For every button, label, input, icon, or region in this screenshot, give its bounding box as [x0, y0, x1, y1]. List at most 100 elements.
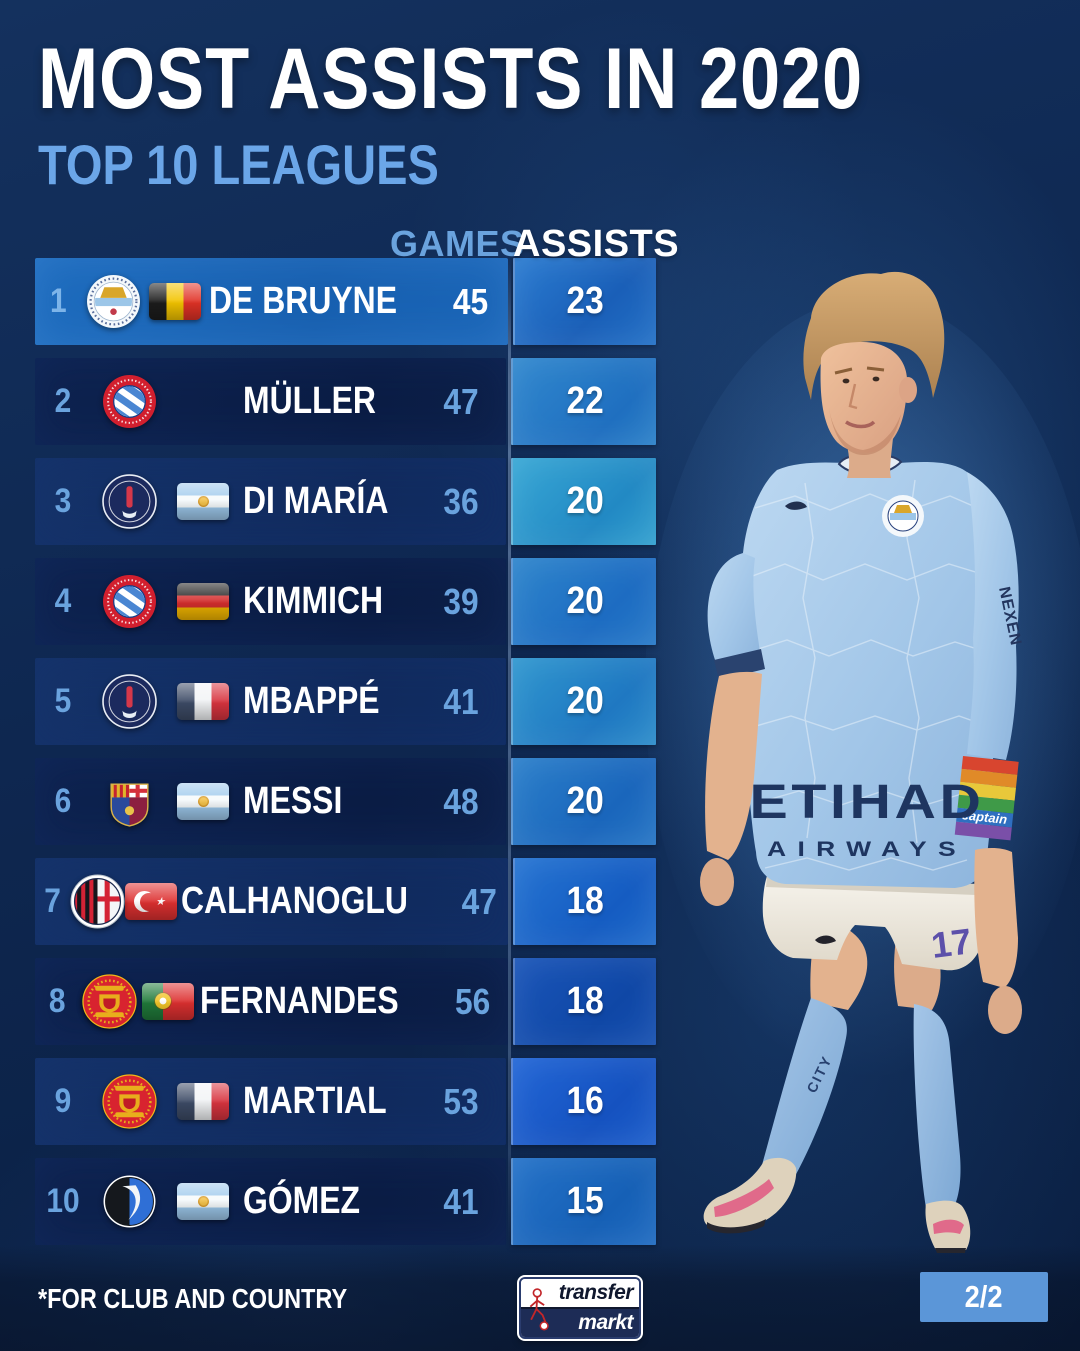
rank-number: 7 — [44, 882, 61, 920]
player-head — [803, 271, 945, 478]
assists-cell: 18 — [512, 958, 656, 1045]
table-row-main: 1 DE BRUYNE 45 — [35, 258, 508, 345]
france-flag-icon — [177, 683, 229, 720]
page-title: MOST ASSISTS IN 2020 — [38, 30, 1020, 129]
table-row: 7 CALHANOGLU 47 18 — [35, 858, 656, 945]
flag-wrap — [125, 883, 178, 920]
table-row: 10 GÓMEZ 41 15 — [35, 1158, 657, 1245]
shirt-sponsor-line1: ETIHAD — [750, 776, 985, 829]
rank-number: 3 — [54, 482, 72, 520]
games-value: 36 — [443, 480, 480, 522]
club-badge — [91, 774, 167, 829]
club-badge — [91, 674, 167, 729]
page-subtitle-text: TOP 10 LEAGUES — [38, 133, 439, 196]
assists-value: 20 — [566, 680, 604, 722]
table-row: 6 MESSI 48 20 — [35, 758, 657, 845]
man-city-shirt-badge-icon — [882, 495, 924, 537]
puma-logo-shorts-icon — [815, 935, 836, 944]
assists-value: 15 — [566, 1180, 604, 1222]
assists-cell: 20 — [511, 458, 657, 545]
rank-number: 1 — [50, 282, 67, 320]
puma-logo-chest-icon — [785, 501, 807, 510]
table-row-main: 3 DI MARÍA 36 — [35, 458, 507, 545]
player-name: FERNANDES — [200, 980, 399, 1022]
flag-wrap — [167, 1083, 239, 1120]
player-name: MBAPPÉ — [243, 680, 380, 722]
assists-value: 18 — [566, 880, 605, 922]
table-row-main: 5 MBAPPÉ 41 — [35, 658, 507, 745]
table-row-main: 2 MÜLLER 47 — [35, 358, 507, 445]
club-badge — [91, 1174, 167, 1229]
table-row-main: 8 FERNANDES 56 — [35, 958, 508, 1045]
assists-value: 20 — [566, 480, 604, 522]
assists-value: 23 — [566, 280, 605, 322]
page-subtitle: TOP 10 LEAGUES — [38, 132, 515, 197]
player-name: MARTIAL — [243, 1080, 387, 1122]
assists-value: 16 — [566, 1080, 604, 1122]
club-badge — [91, 1074, 167, 1129]
club-badge — [91, 374, 167, 429]
games-value: 48 — [443, 780, 480, 822]
portugal-flag-icon — [141, 983, 194, 1020]
table-row: 2 MÜLLER 47 22 — [35, 358, 657, 445]
games-value: 45 — [452, 280, 489, 322]
club-badge — [79, 974, 139, 1029]
transfermarkt-kicker-icon — [529, 1288, 549, 1331]
footer-note-text: *FOR CLUB AND COUNTRY — [38, 1283, 348, 1314]
table-row: 8 FERNANDES 56 18 — [35, 958, 656, 1045]
assists-cell: 20 — [511, 658, 657, 745]
flag-wrap — [167, 683, 239, 720]
games-value: 41 — [443, 1180, 480, 1222]
games-value: 53 — [443, 1080, 480, 1122]
club-badge — [70, 874, 125, 929]
player-photo: CITY 17 — [645, 271, 1080, 1253]
assists-cell: 23 — [512, 258, 656, 345]
psg-badge-icon — [101, 674, 157, 729]
belgium-flag-icon — [149, 283, 202, 320]
bayern-munich-badge-icon — [102, 574, 157, 629]
assists-cell: 22 — [511, 358, 657, 445]
assists-value: 18 — [566, 980, 605, 1022]
france-flag-icon — [177, 1083, 229, 1120]
player-name: KIMMICH — [243, 580, 384, 622]
flag-wrap — [145, 283, 205, 320]
club-badge — [91, 574, 167, 629]
table-row: 3 DI MARÍA 36 20 — [35, 458, 657, 545]
manchester-city-badge-icon — [86, 274, 141, 329]
column-header-games: GAMES — [390, 223, 525, 264]
psg-badge-icon — [101, 474, 157, 529]
assists-value: 20 — [566, 580, 604, 622]
table-row: 4 KIMMICH 39 20 — [35, 558, 657, 645]
manchester-united-badge-icon — [82, 974, 137, 1029]
transfermarkt-logo: transfer markt — [519, 1277, 641, 1339]
shirt-sponsor-line2: AIRWAYS — [767, 838, 967, 861]
rank-number: 8 — [48, 982, 66, 1020]
player-name: MESSI — [243, 780, 343, 822]
page-indicator-text: 2/2 — [965, 1279, 1003, 1314]
argentina-flag-icon — [177, 1183, 229, 1220]
games-value: 41 — [443, 680, 480, 722]
column-header-assists: ASSISTS — [513, 223, 680, 265]
manchester-united-badge-icon — [101, 1074, 157, 1129]
table-row-main: 10 GÓMEZ 41 — [35, 1158, 507, 1245]
rank-number: 5 — [54, 682, 72, 720]
table-row: 1 DE BRUYNE 45 23 — [35, 258, 656, 345]
player-name: GÓMEZ — [243, 1180, 361, 1222]
assists-cell: 18 — [512, 858, 656, 945]
player-name: MÜLLER — [243, 380, 376, 422]
argentina-flag-icon — [177, 783, 229, 820]
shirt-crackle-pattern — [744, 479, 996, 871]
rank-number: 6 — [54, 782, 72, 820]
rank-number: 2 — [54, 382, 72, 420]
player-name: DE BRUYNE — [209, 280, 398, 322]
atalanta-badge-icon — [102, 1174, 157, 1229]
club-badge — [91, 474, 167, 529]
games-value: 47 — [443, 380, 480, 422]
assists-value: 20 — [566, 780, 604, 822]
shorts-number: 17 — [929, 920, 974, 966]
games-value: 56 — [454, 980, 491, 1022]
games-value: 47 — [462, 880, 498, 922]
table-row: 5 MBAPPÉ 41 20 — [35, 658, 657, 745]
player-name: CALHANOGLU — [181, 880, 409, 922]
table-rows: 1 DE BRUYNE 45 23 2 MÜLLER 47 22 — [35, 258, 657, 1258]
